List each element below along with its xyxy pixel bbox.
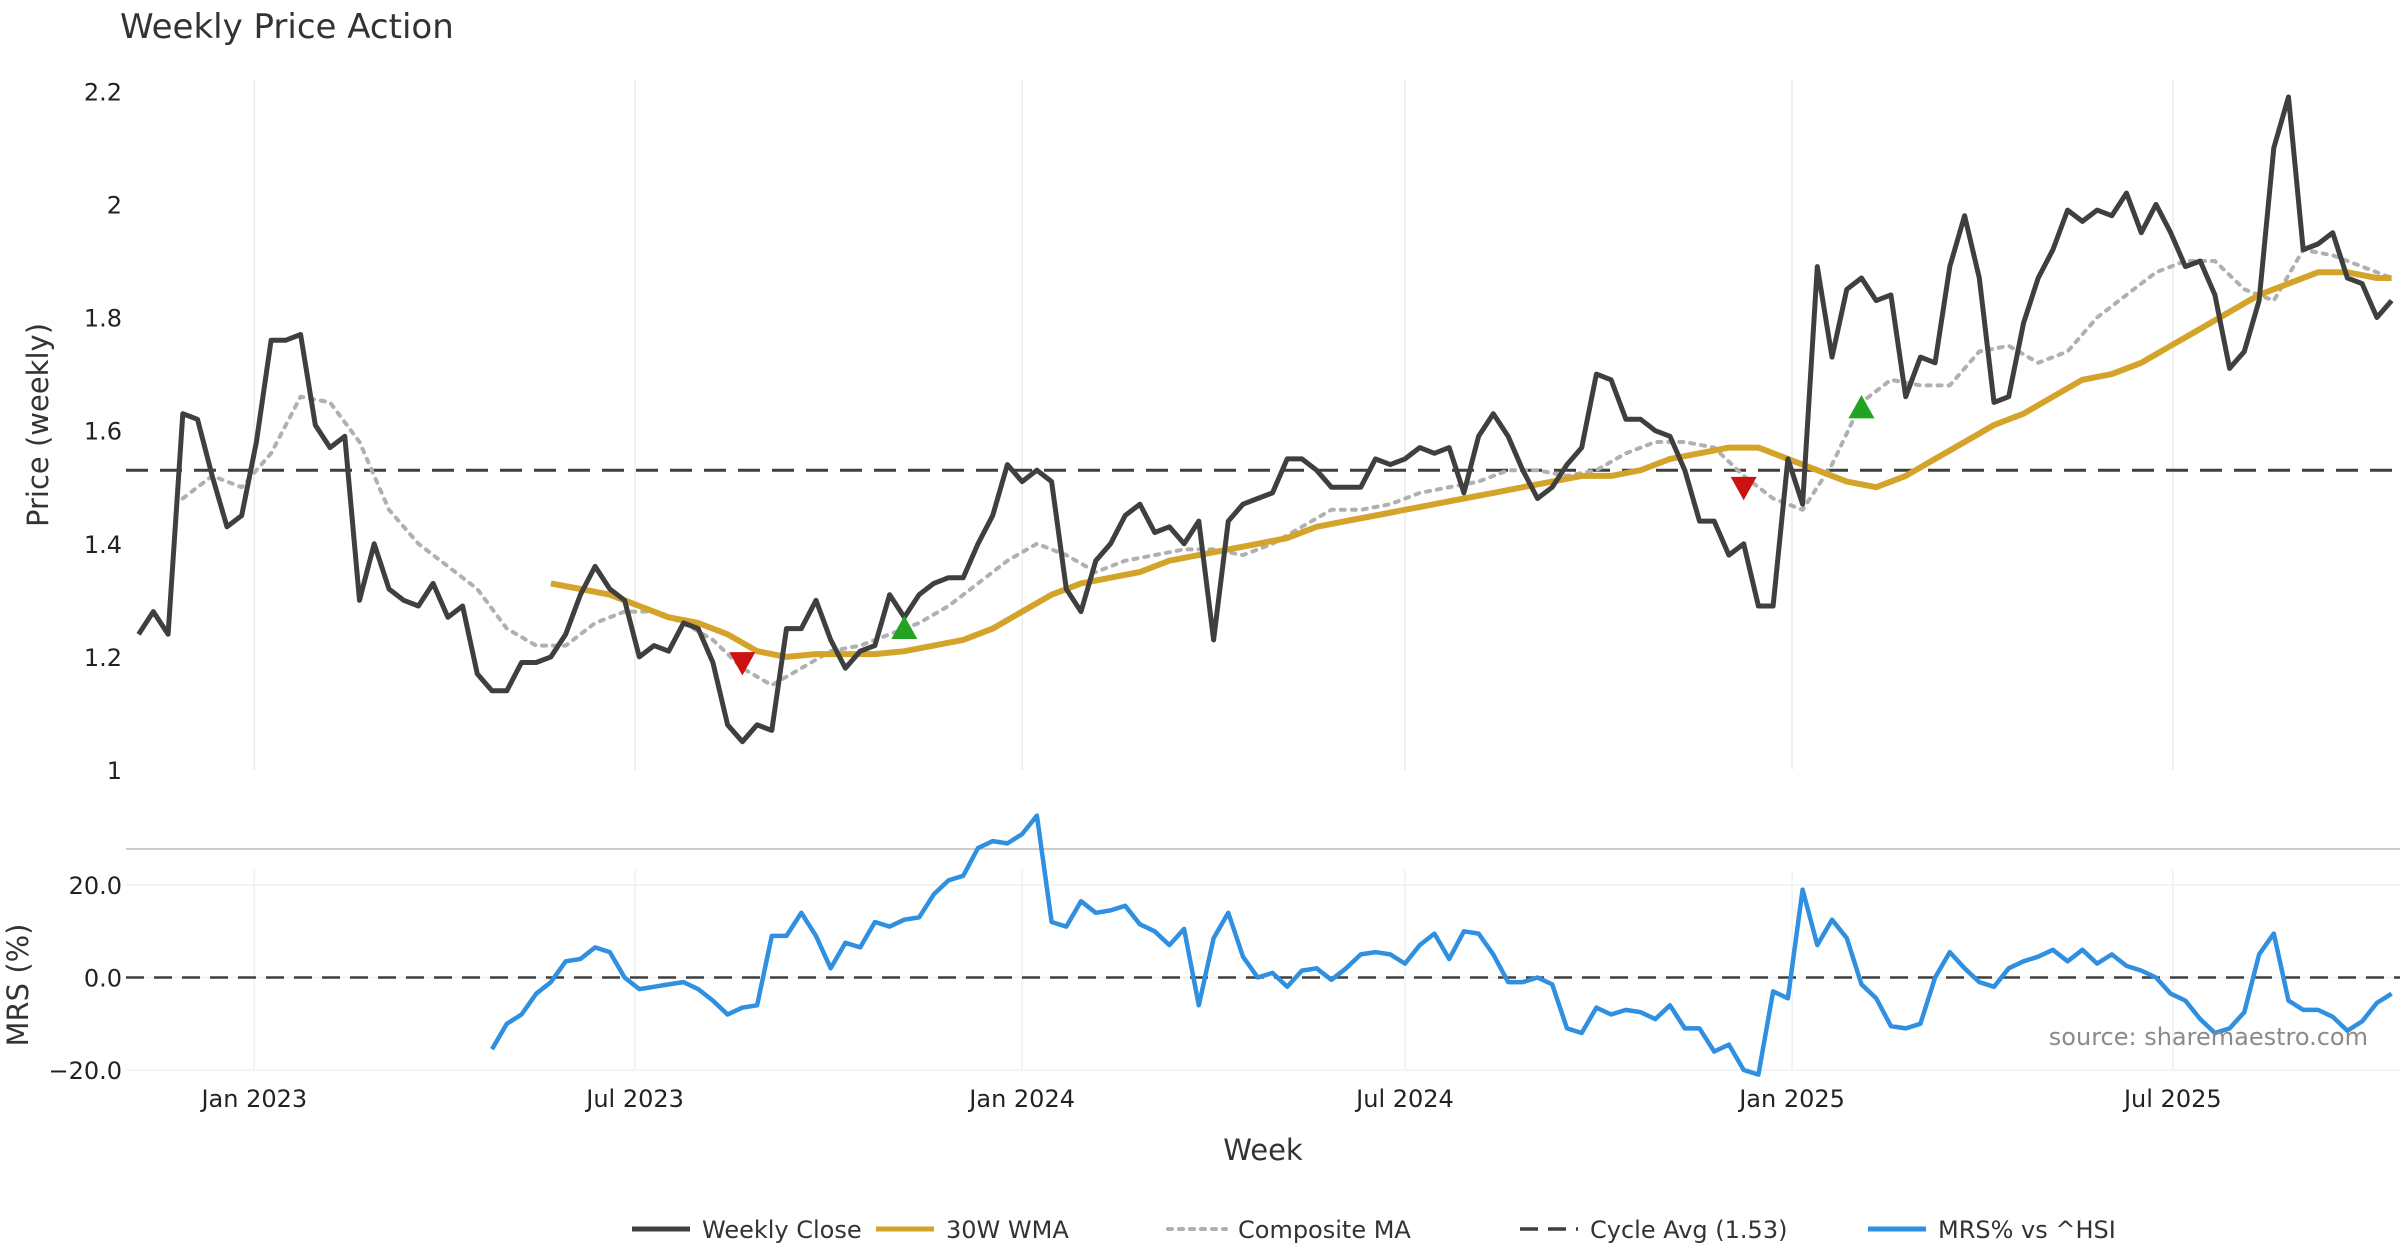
legend-label: 30W WMA — [946, 1216, 1069, 1244]
price-y-axis-label: Price (weekly) — [21, 323, 55, 527]
mrs-y-tick-label: −20.0 — [48, 1057, 122, 1085]
series-line-mrs — [490, 813, 2393, 1077]
x-tick-label: Jul 2024 — [1354, 1085, 1454, 1113]
x-tick-label: Jan 2023 — [199, 1085, 307, 1113]
sell-signal-marker — [729, 652, 756, 676]
price-gridlines — [253, 80, 2174, 770]
source-note: source: sharemaestro.com — [2049, 1023, 2368, 1051]
mrs-series — [490, 813, 2393, 1077]
price-y-tick-label: 1.6 — [84, 418, 122, 446]
buy-signal-marker — [1848, 395, 1875, 419]
price-y-tick-label: 1 — [107, 757, 122, 785]
x-tick-label: Jul 2023 — [584, 1085, 684, 1113]
x-axis-label: Week — [1223, 1133, 1303, 1167]
legend: Weekly Close 30W WMA Composite MA Cycle Avg… — [632, 1216, 2116, 1244]
price-y-tick-label: 2.2 — [84, 78, 122, 106]
legend-label: Weekly Close — [702, 1216, 862, 1244]
mrs-y-tick-label: 0.0 — [84, 965, 122, 993]
series-line-weekly-close — [136, 94, 2394, 745]
x-ticks: Jan 2023 Jul 2023 Jan 2024 Jul 2024 Jan 2025… — [199, 1085, 2221, 1113]
mrs-y-tick-label: 20.0 — [69, 872, 122, 900]
price-y-tick-label: 1.8 — [84, 305, 122, 333]
chart-title: Weekly Price Action — [120, 7, 454, 47]
series-line-composite-ma — [180, 247, 2394, 688]
price-y-tick-label: 1.2 — [84, 644, 122, 672]
legend-label: MRS% vs ^HSI — [1938, 1216, 2116, 1244]
buy-signal-marker — [891, 615, 918, 640]
signal-markers — [729, 395, 1875, 676]
price-y-ticks: 1 1.2 1.4 1.6 1.8 2 2.2 — [84, 78, 122, 785]
legend-label: Composite MA — [1238, 1216, 1411, 1244]
mrs-y-axis-label: MRS (%) — [1, 924, 35, 1047]
sell-signal-marker — [1730, 476, 1757, 501]
price-series — [136, 94, 2394, 745]
x-tick-label: Jan 2024 — [967, 1085, 1075, 1113]
price-y-tick-label: 1.4 — [84, 531, 122, 559]
mrs-y-ticks: 20.0 0.0 −20.0 — [48, 872, 122, 1085]
price-y-tick-label: 2 — [107, 191, 122, 219]
x-tick-label: Jul 2025 — [2122, 1085, 2222, 1113]
x-tick-label: Jan 2025 — [1737, 1085, 1845, 1113]
legend-label: Cycle Avg (1.53) — [1590, 1216, 1787, 1244]
